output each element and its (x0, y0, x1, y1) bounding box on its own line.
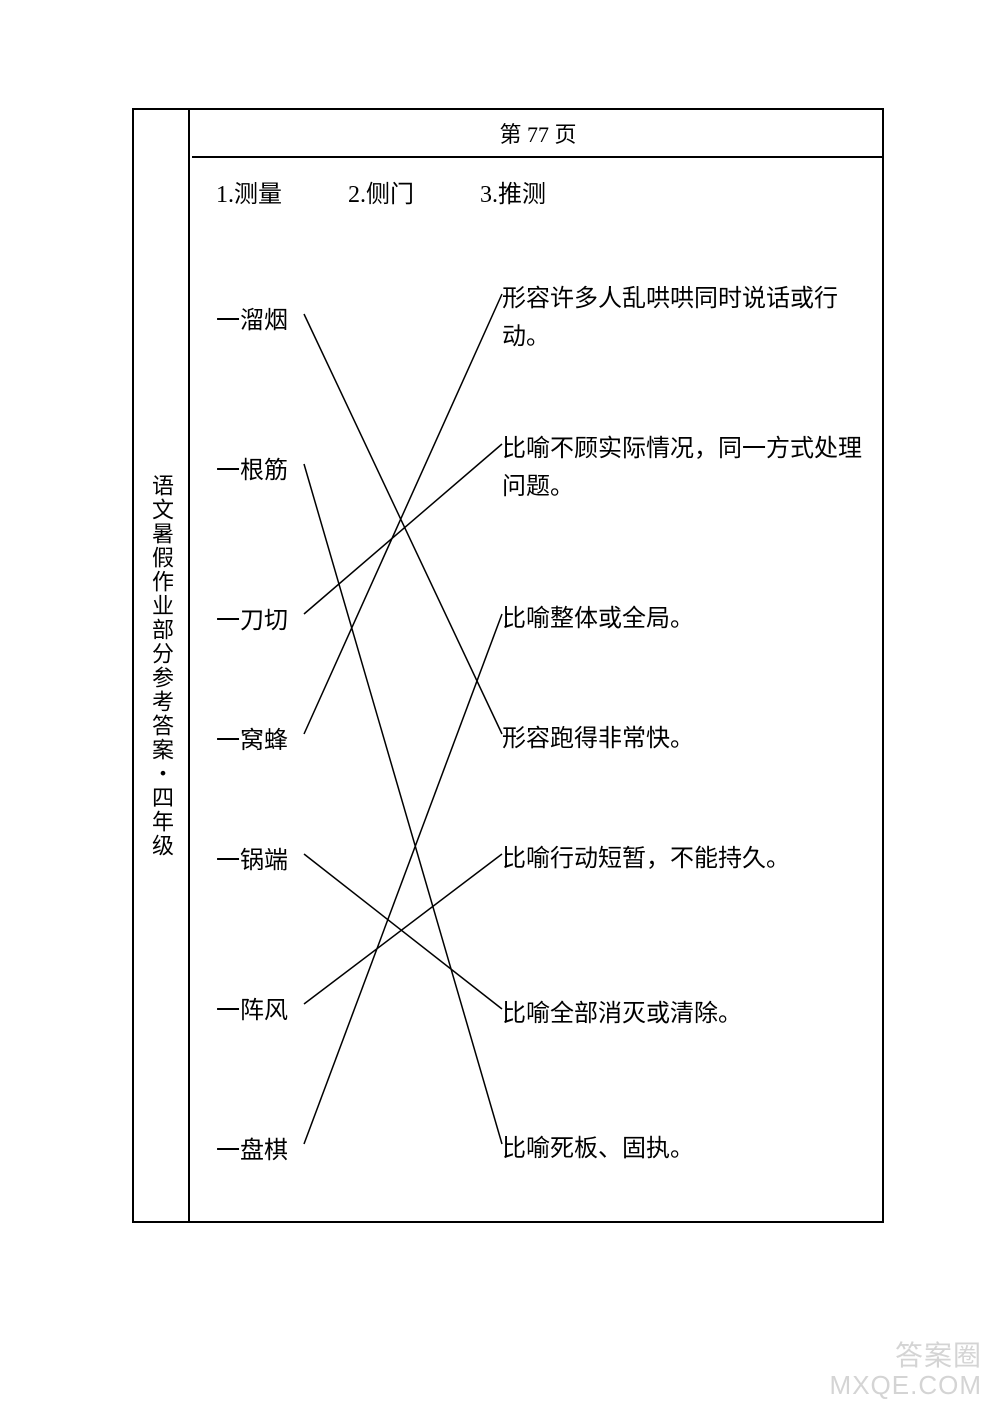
left-term-0: 一溜烟 (216, 300, 288, 335)
matching-diagram: 一溜烟一根筋一刀切一窝蜂一锅端一阵风一盘棋 形容许多人乱哄哄同时说话或行动。比喻不… (192, 280, 884, 1220)
sidebar: 语文暑假作业部分参考答案・四年级 (134, 110, 190, 1221)
right-def-6: 比喻死板、固执。 (502, 1130, 862, 1168)
answer-3: 3.推测 (480, 174, 546, 209)
left-term-4: 一锅端 (216, 840, 288, 875)
right-def-1: 比喻不顾实际情况，同一方式处理问题。 (502, 430, 862, 507)
right-def-3: 形容跑得非常快。 (502, 720, 862, 758)
right-def-2: 比喻整体或全局。 (502, 600, 862, 638)
page-title: 第 77 页 (192, 110, 884, 158)
right-def-0: 形容许多人乱哄哄同时说话或行动。 (502, 280, 862, 357)
top-answers-row: 1.测量 2.侧门 3.推测 (216, 174, 606, 209)
right-def-5: 比喻全部消灭或清除。 (502, 995, 862, 1033)
left-term-5: 一阵风 (216, 990, 288, 1025)
watermark: 答案圈 MXQE.COM (830, 1341, 982, 1400)
watermark-line1: 答案圈 (830, 1341, 982, 1372)
left-term-6: 一盘棋 (216, 1130, 288, 1165)
answer-2: 2.侧门 (348, 174, 414, 209)
left-term-3: 一窝蜂 (216, 720, 288, 755)
left-term-1: 一根筋 (216, 450, 288, 485)
sidebar-label: 语文暑假作业部分参考答案・四年级 (145, 474, 177, 858)
left-term-2: 一刀切 (216, 600, 288, 635)
watermark-line2: MXQE.COM (830, 1370, 982, 1400)
document-frame: 语文暑假作业部分参考答案・四年级 第 77 页 1.测量 2.侧门 3.推测 一… (132, 108, 884, 1223)
content-area: 第 77 页 1.测量 2.侧门 3.推测 一溜烟一根筋一刀切一窝蜂一锅端一阵风… (192, 110, 884, 1221)
answer-1: 1.测量 (216, 174, 282, 209)
right-def-4: 比喻行动短暂，不能持久。 (502, 840, 862, 878)
